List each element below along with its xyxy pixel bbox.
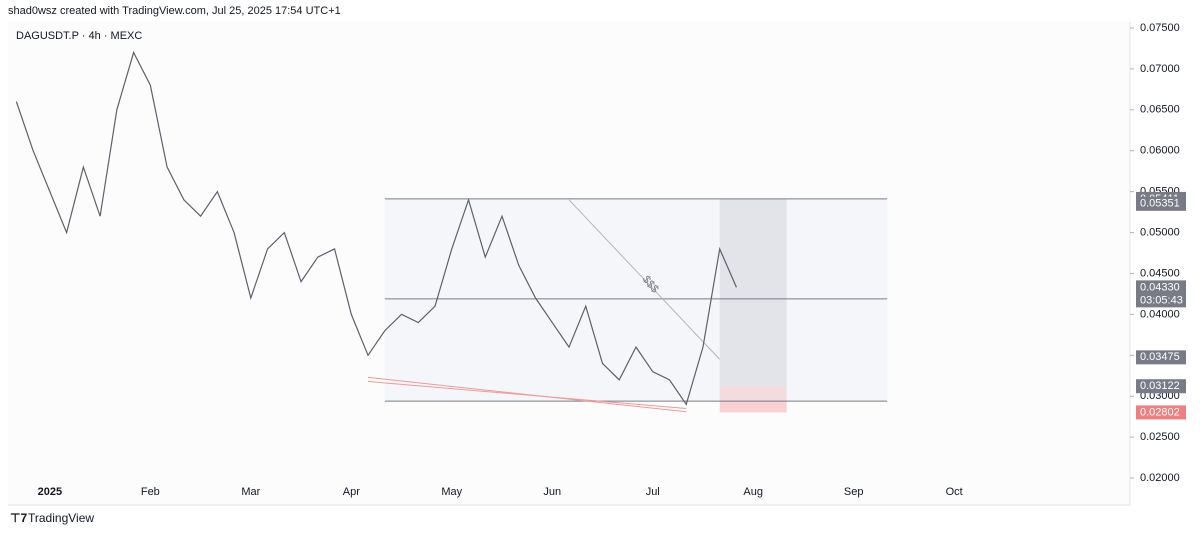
logo: ⊤7 xyxy=(10,511,27,525)
price-label-bg xyxy=(1136,405,1186,420)
x-tick-label: Oct xyxy=(946,486,963,498)
caption: shad0wsz created with TradingView.com, J… xyxy=(8,5,341,17)
y-tick-label: 0.07500 xyxy=(1140,22,1180,34)
y-tick-label: 0.04000 xyxy=(1140,308,1180,320)
price-label-bg xyxy=(1136,280,1186,295)
brand: TradingView xyxy=(28,511,94,525)
trend-line xyxy=(568,199,721,360)
price-line xyxy=(15,50,738,406)
y-tick-label: 0.06500 xyxy=(1140,104,1180,116)
loss-zone xyxy=(719,386,787,413)
countdown-bg xyxy=(1136,293,1186,308)
x-tick-label: May xyxy=(441,486,462,498)
x-tick-label: 2025 xyxy=(38,486,62,498)
y-tick-label: 0.05000 xyxy=(1140,226,1180,238)
y-tick-label: 0.06000 xyxy=(1140,145,1180,157)
y-tick-label: 0.07000 xyxy=(1140,63,1180,75)
price-label-bg xyxy=(1136,350,1186,365)
price-label: 0.03475 xyxy=(1140,351,1180,363)
x-tick-label: Mar xyxy=(241,486,260,498)
countdown: 03:05:43 xyxy=(1140,294,1183,306)
x-tick-label: Aug xyxy=(743,486,763,498)
y-tick-label: 0.04500 xyxy=(1140,267,1180,279)
price-label-bg xyxy=(1136,379,1186,394)
trend-line xyxy=(368,380,687,409)
x-tick-label: Apr xyxy=(343,486,360,498)
x-tick-label: Feb xyxy=(141,486,160,498)
price-label: 0.04330 xyxy=(1140,281,1180,293)
price-label-bg xyxy=(1136,196,1186,211)
symbol: DAGUSDT.P · 4h · MEXC xyxy=(16,30,142,42)
range-box xyxy=(384,198,888,402)
y-tick-label: 0.02500 xyxy=(1140,431,1180,443)
y-tick-label: 0.02000 xyxy=(1140,472,1180,484)
price-label: 0.05351 xyxy=(1140,198,1180,210)
price-label: 0.03122 xyxy=(1140,380,1180,392)
x-tick-label: Jun xyxy=(543,486,561,498)
x-tick-label: Sep xyxy=(844,486,864,498)
price-label: 0.02802 xyxy=(1140,406,1180,418)
plot-area xyxy=(8,22,1130,505)
profit-zone xyxy=(719,198,787,387)
x-tick-label: Jul xyxy=(646,486,660,498)
